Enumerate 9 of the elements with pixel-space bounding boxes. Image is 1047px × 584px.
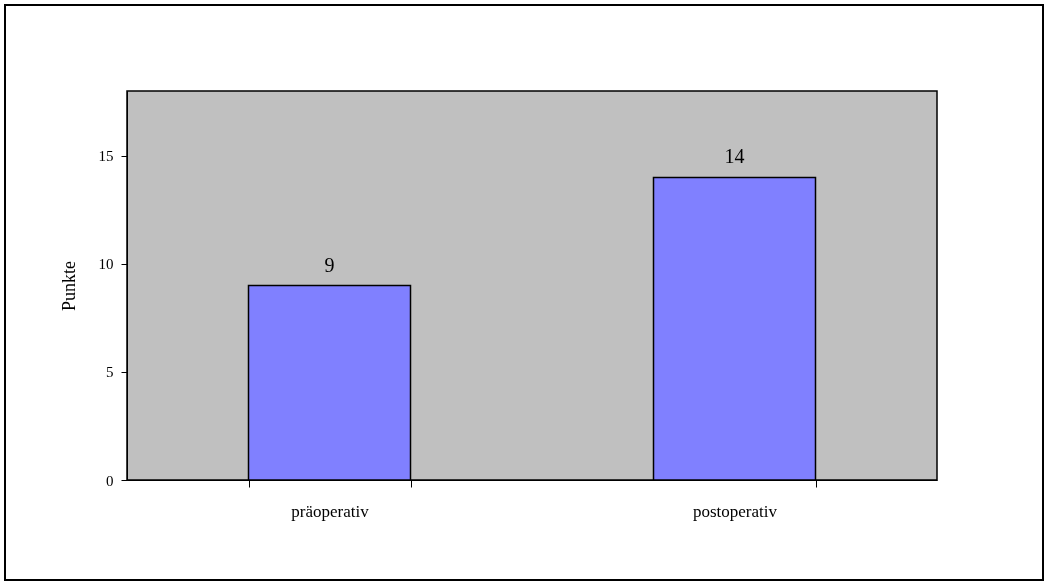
y-tick-label: 5 xyxy=(106,364,114,381)
x-tick-label: präoperativ xyxy=(291,501,370,521)
y-tick-label: 10 xyxy=(98,256,114,273)
y-tick-label: 0 xyxy=(106,472,114,489)
y-axis-title: Punkte xyxy=(58,260,79,312)
x-tick-label: postoperativ xyxy=(692,501,778,521)
y-tick-label: 15 xyxy=(98,148,114,165)
data-label: 9 xyxy=(324,253,335,276)
data-label: 14 xyxy=(724,145,745,168)
